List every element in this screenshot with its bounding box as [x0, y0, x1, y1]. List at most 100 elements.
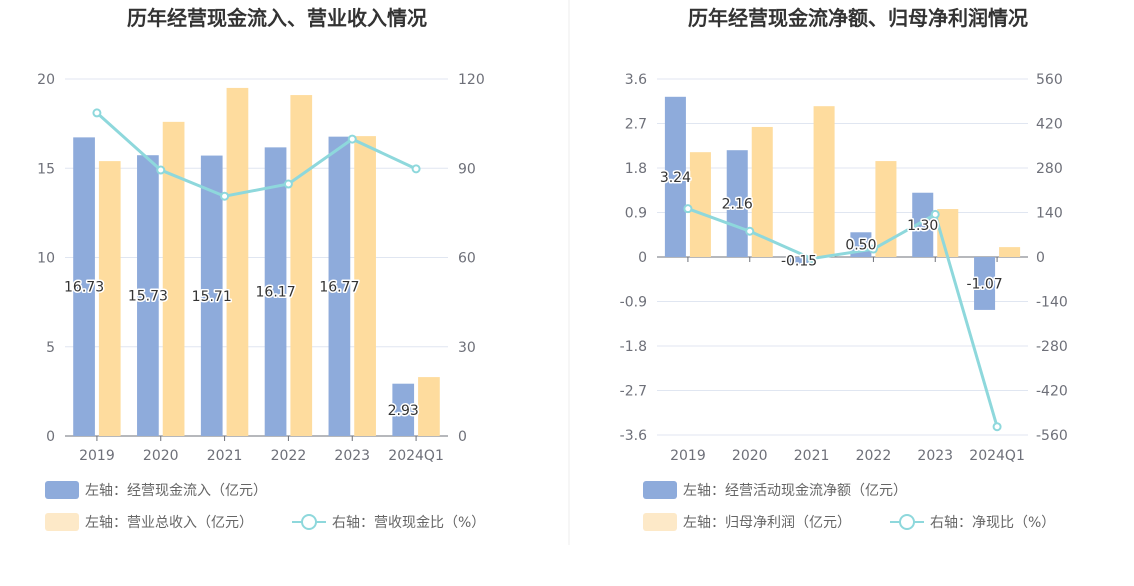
bar-2022	[875, 161, 897, 257]
legend-label: 左轴：归母净利润（亿元）	[683, 514, 851, 531]
bar-2019	[98, 161, 121, 437]
x-axis-category-label: 2024Q1	[388, 448, 444, 464]
legend-label: 右轴：净现比（%）	[930, 515, 1055, 531]
x-axis-category-label: 2023	[917, 448, 953, 464]
bar-2020	[137, 155, 159, 437]
bar-2021	[200, 155, 223, 437]
x-axis-category-label: 2021	[207, 448, 243, 464]
legend-item: 左轴：归母净利润（亿元）	[643, 513, 851, 531]
left-axis-tick-label: -1.8	[620, 339, 647, 355]
right-axis-tick-label: 30	[458, 340, 476, 356]
right-axis-tick-label: -560	[1036, 428, 1068, 444]
chart-title: 历年经营现金流入、营业收入情况	[127, 6, 427, 30]
line-series	[95, 111, 417, 198]
bar-2021	[788, 257, 810, 265]
left-axis-tick-label: -0.9	[620, 295, 647, 311]
line-point-2024Q1	[992, 422, 1002, 432]
data-label-2019: 16.73	[64, 280, 104, 296]
line-point-2019	[92, 108, 102, 118]
legend-item: 右轴：营收现金比（%）	[292, 514, 485, 531]
bar-2023	[937, 209, 959, 257]
line-point-2023	[347, 134, 357, 144]
data-label-2021: -0.15	[781, 254, 817, 270]
line-point-2023	[930, 209, 940, 219]
bar-2020	[162, 121, 185, 436]
bar-2019	[73, 137, 95, 436]
bar-2021	[813, 106, 835, 257]
left-axis-tick-label: 3.6	[625, 72, 647, 88]
left-axis-tick-label: 20	[37, 72, 55, 88]
bar-2023	[912, 192, 934, 257]
left-axis-tick-label: 0	[638, 250, 647, 266]
left-axis-tick-label: 2.7	[625, 117, 647, 133]
line-series	[687, 207, 999, 428]
bar-2023	[328, 136, 351, 436]
right-axis-tick-label: 90	[458, 161, 476, 177]
bar-2019	[689, 152, 711, 257]
line-point-2022	[283, 179, 293, 189]
chart-panel-cash-inflow-revenue: 历年经营现金流入、营业收入情况 0 5 10 15 20 0 30 60 90 120 2019 20…	[37, 6, 485, 531]
chart-title: 历年经营现金流净额、归母净利润情况	[688, 6, 1028, 30]
x-axis-category-label: 2019	[79, 448, 115, 464]
left-axis-tick-label: -2.7	[620, 384, 647, 400]
legend-label: 右轴：营收现金比（%）	[332, 515, 485, 531]
bar-2024Q1	[418, 377, 440, 436]
legend-label: 左轴：经营现金流入（亿元）	[85, 483, 267, 499]
data-label-2022: 0.50	[845, 238, 876, 254]
legend-item: 左轴：经营活动现金流净额（亿元）	[643, 481, 907, 499]
x-axis-category-label: 2024Q1	[969, 448, 1025, 464]
line-point-2020	[745, 226, 755, 236]
bar-2023	[354, 136, 376, 436]
line-point-2021	[807, 254, 817, 264]
legend-marker	[301, 514, 317, 530]
bar-2020	[751, 126, 773, 257]
data-label-2021: 15.71	[192, 289, 232, 305]
chart-panel-net-cashflow-profit: 历年经营现金流净额、归母净利润情况 -3.6 -2.7 -1.8 -0.9 0 0.9 1.…	[620, 6, 1068, 531]
left-axis-tick-label: 10	[37, 251, 55, 267]
data-label-2020: 15.73	[128, 289, 168, 305]
x-axis-category-label: 2020	[143, 448, 179, 464]
right-axis-tick-label: 0	[458, 429, 467, 445]
right-axis-tick-label: 280	[1036, 161, 1063, 177]
x-axis-category-label: 2021	[794, 448, 830, 464]
line-point-2024Q1	[411, 164, 421, 174]
legend-swatch	[45, 481, 79, 499]
data-label-2020: 2.16	[722, 197, 753, 213]
legend-item: 右轴：净现比（%）	[890, 514, 1055, 531]
legend-swatch	[45, 513, 79, 531]
x-axis-category-label: 2019	[670, 448, 706, 464]
data-label-2019: 3.24	[660, 170, 691, 186]
bar-2019	[664, 96, 686, 257]
x-axis-category-label: 2022	[271, 448, 307, 464]
left-axis-tick-label: 0	[46, 429, 55, 445]
bar-2022	[264, 147, 287, 437]
right-axis-tick-label: 140	[1036, 206, 1063, 222]
data-label-2023: 16.77	[319, 279, 359, 295]
bar-2024Q1	[974, 257, 996, 310]
left-axis-tick-label: -3.6	[620, 428, 647, 444]
x-axis-category-label: 2020	[732, 448, 768, 464]
right-axis-tick-label: 120	[458, 72, 485, 88]
right-axis-tick-label: 60	[458, 251, 476, 267]
line-point-2022	[868, 244, 878, 254]
bar-2024Q1	[999, 247, 1021, 257]
left-axis-tick-label: 5	[46, 340, 55, 356]
line-point-2021	[220, 191, 230, 201]
legend-swatch	[643, 513, 677, 531]
right-axis-tick-label: 560	[1036, 72, 1063, 88]
line-point-2020	[156, 165, 166, 175]
data-label-2023: 1.30	[907, 218, 938, 234]
data-label-2024Q1: -1.07	[966, 276, 1002, 292]
bar-2020	[726, 150, 748, 257]
legend-item: 左轴：经营现金流入（亿元）	[45, 481, 267, 499]
right-axis-tick-label: -420	[1036, 384, 1068, 400]
legend-marker	[899, 514, 915, 530]
right-axis-tick-label: 0	[1036, 250, 1045, 266]
right-axis-tick-label: 420	[1036, 117, 1063, 133]
bar-2021	[226, 87, 249, 437]
legend-item: 左轴：营业总收入（亿元）	[45, 513, 253, 531]
bar-2024Q1	[392, 383, 415, 436]
legend-swatch	[643, 481, 677, 499]
line-point-2019	[683, 204, 693, 214]
